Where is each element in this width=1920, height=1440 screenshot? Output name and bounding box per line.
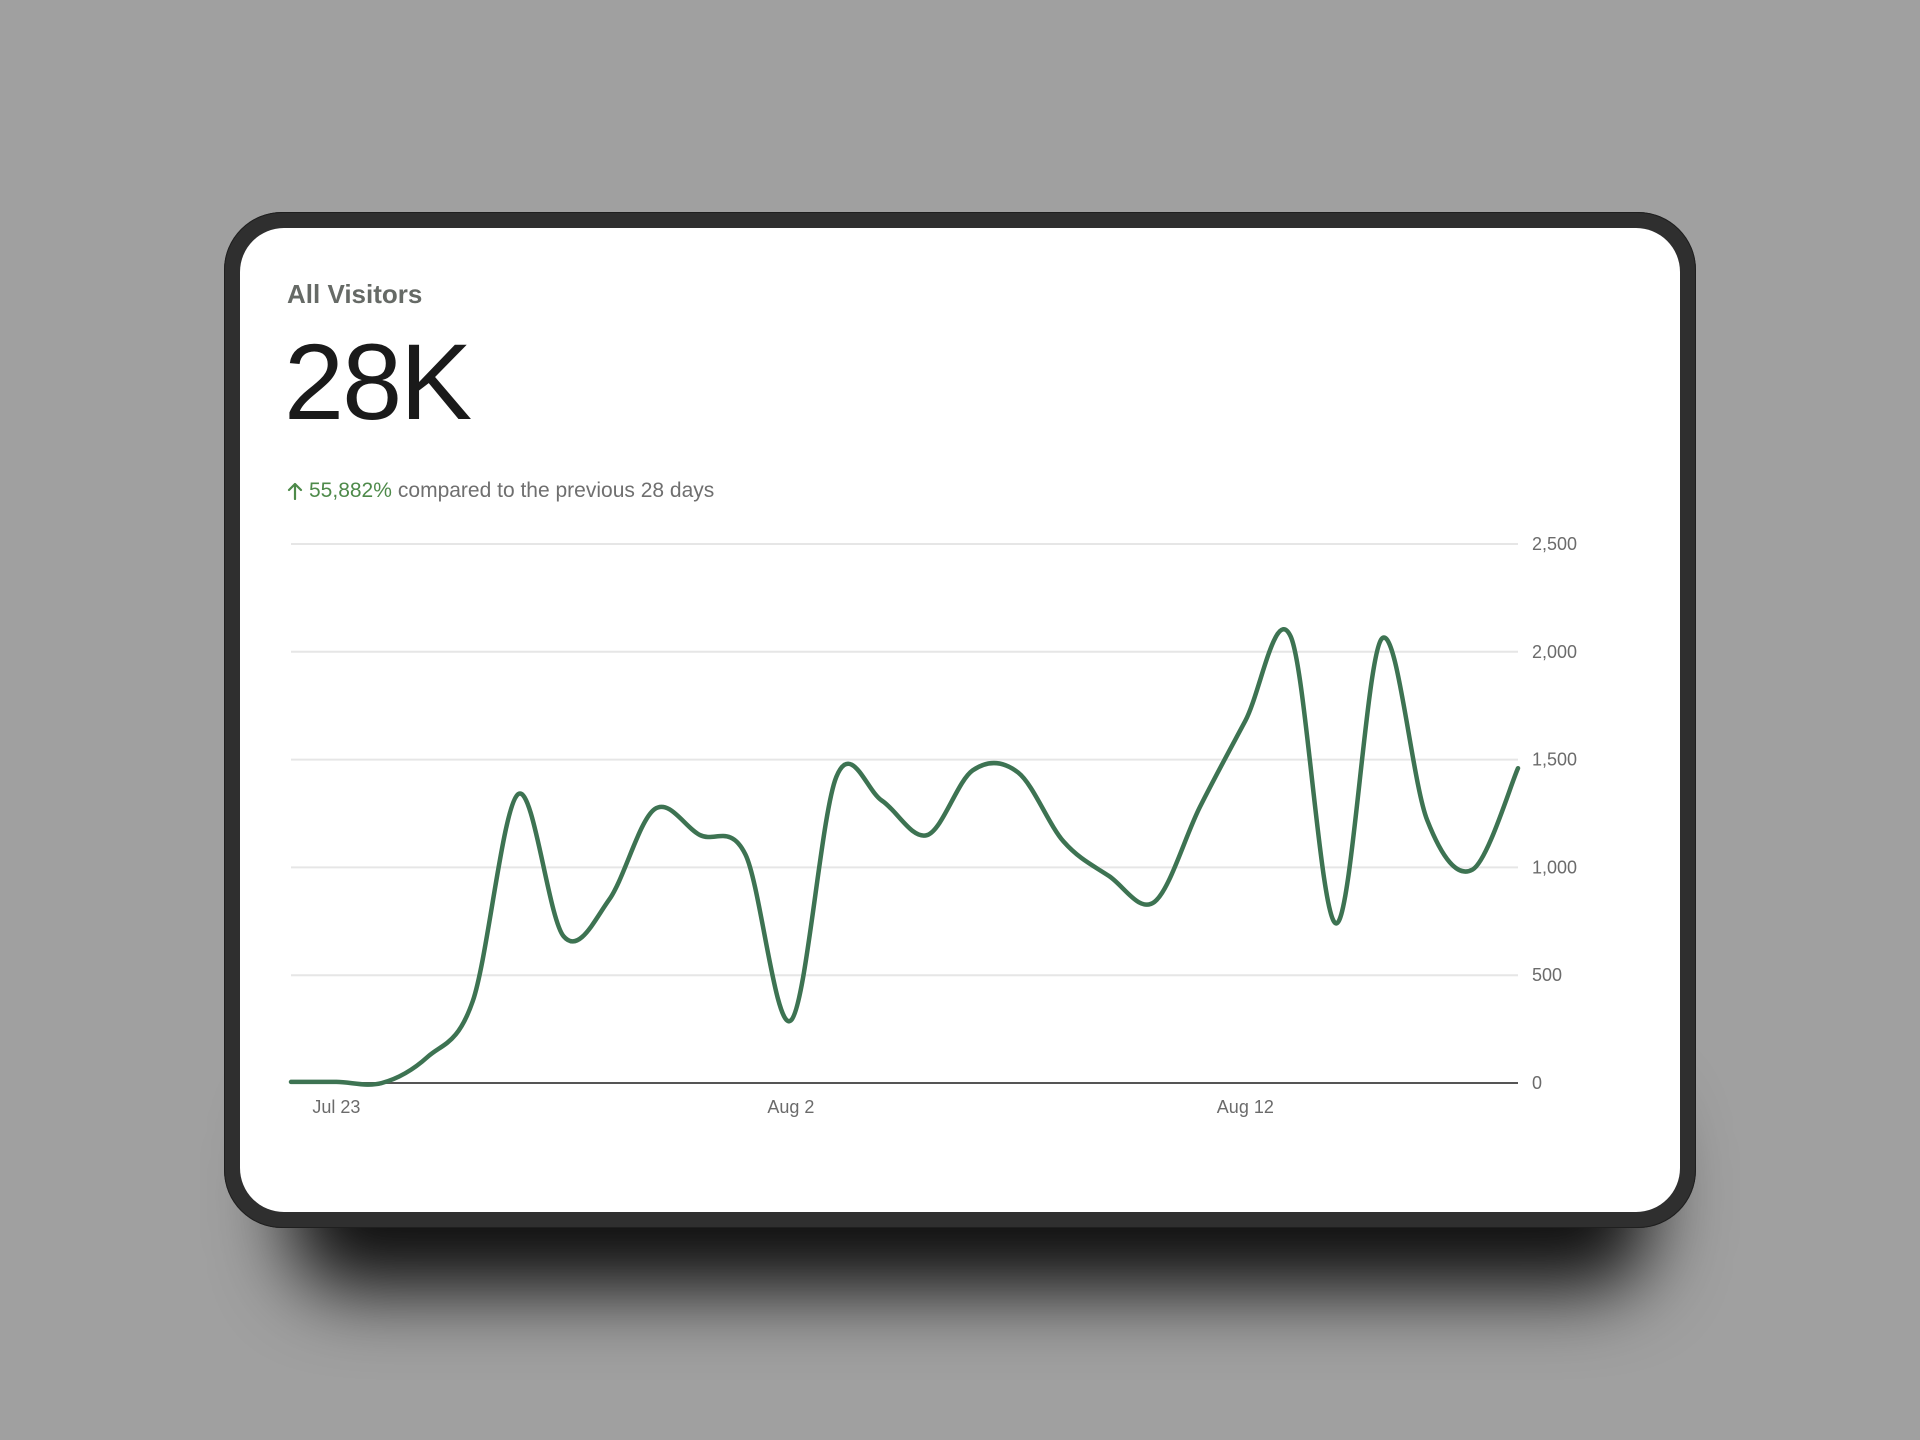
card-title: All Visitors: [287, 279, 423, 309]
visitors-line-chart: 0 500 1,000 1,500 2,000 2,500 Jul 23 Aug 2 Aug 1…: [288, 534, 1577, 1117]
x-tick-label: Jul 23: [312, 1097, 360, 1117]
visitors-card: All Visitors 28K 55,882% compared to the…: [240, 228, 1680, 1212]
change-percent: 55,882%: [309, 479, 392, 502]
y-tick-label: 1,000: [1532, 857, 1577, 877]
device-frame: All Visitors 28K 55,882% compared to the…: [224, 212, 1696, 1228]
compare-text: compared to the previous 28 days: [397, 479, 715, 502]
series-line: [288, 626, 1521, 1087]
x-tick-label: Aug 12: [1217, 1097, 1274, 1117]
y-tick-label: 2,000: [1532, 642, 1577, 662]
y-tick-label: 0: [1532, 1073, 1542, 1093]
arrow-up-icon: [287, 482, 303, 500]
y-tick-label: 2,500: [1532, 534, 1577, 554]
y-tick-label: 500: [1532, 965, 1562, 985]
comparison-row: 55,882% compared to the previous 28 days: [287, 479, 714, 503]
y-tick-label: 1,500: [1532, 750, 1577, 770]
total-visitors: 28K: [284, 321, 472, 442]
x-tick-label: Aug 2: [767, 1097, 814, 1117]
